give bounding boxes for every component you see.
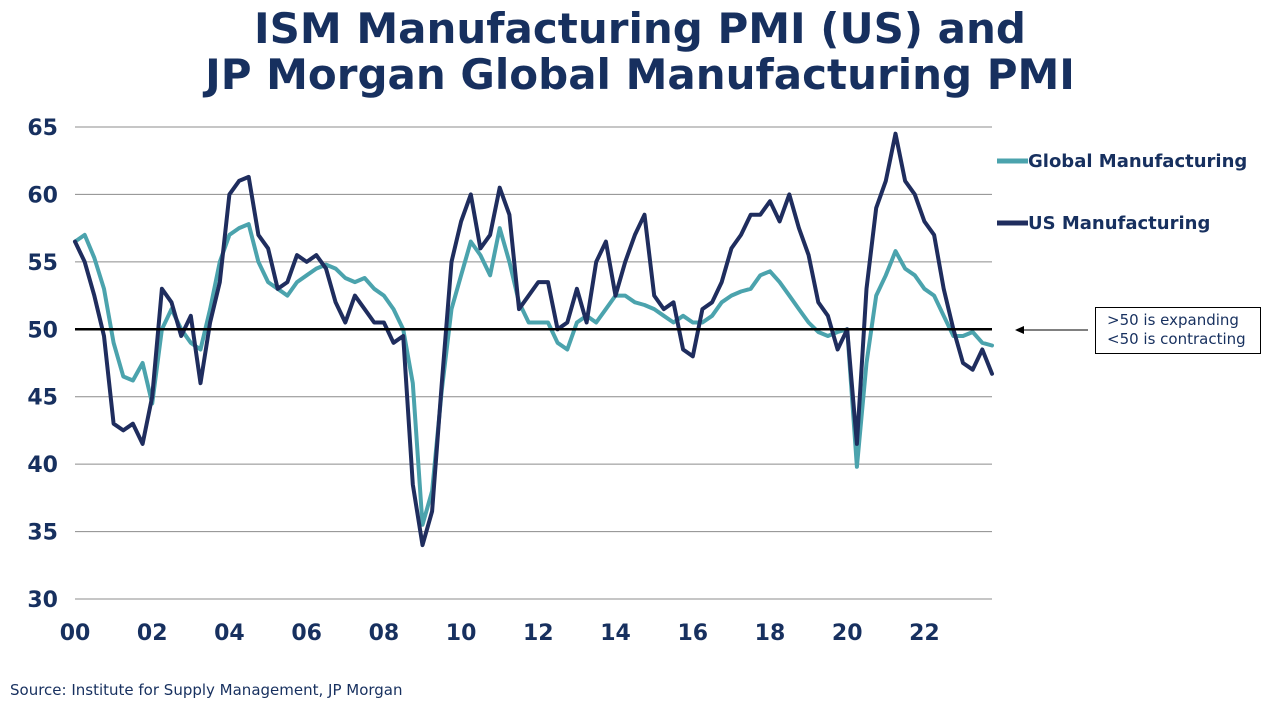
gridlines bbox=[75, 126, 992, 600]
y-tick-label: 40 bbox=[27, 453, 58, 478]
y-tick-label: 35 bbox=[27, 521, 58, 546]
x-tick-label: 06 bbox=[291, 621, 322, 646]
axes: 30 35 40 45 50 55 60 65 00 02 04 06 08 10 12 14 16 18 20 22 bbox=[27, 116, 992, 646]
chart-title: ISM Manufacturing PMI (US) and JP Morgan… bbox=[0, 6, 1270, 98]
y-tick-label: 65 bbox=[27, 116, 58, 141]
x-tick-label: 00 bbox=[60, 621, 91, 646]
x-tick-label: 08 bbox=[369, 621, 400, 646]
legend-label: Global Manufacturing bbox=[1028, 151, 1247, 172]
y-tick-label: 45 bbox=[27, 386, 58, 411]
y-tick-label: 30 bbox=[27, 588, 58, 613]
x-tick-label: 14 bbox=[600, 621, 631, 646]
x-tick-label: 22 bbox=[909, 621, 940, 646]
arrow-head-icon bbox=[1015, 326, 1024, 334]
legend: Global Manufacturing US Manufacturing bbox=[997, 151, 1247, 234]
x-tick-label: 18 bbox=[755, 621, 786, 646]
series-line-us-manufacturing bbox=[73, 131, 994, 548]
chart-title-line-1: ISM Manufacturing PMI (US) and bbox=[254, 4, 1026, 53]
x-tick-label: 04 bbox=[214, 621, 245, 646]
x-tick-label: 20 bbox=[832, 621, 863, 646]
x-tick-label: 12 bbox=[523, 621, 554, 646]
x-tick-label: 10 bbox=[446, 621, 477, 646]
series-line-global-manufacturing bbox=[73, 222, 994, 527]
series-lines bbox=[73, 131, 1088, 548]
annotation-box: >50 is expanding <50 is contracting bbox=[1095, 307, 1261, 354]
legend-label: US Manufacturing bbox=[1028, 213, 1210, 234]
chart-title-line-2: JP Morgan Global Manufacturing PMI bbox=[205, 50, 1075, 99]
x-tick-label: 02 bbox=[137, 621, 168, 646]
y-tick-label: 60 bbox=[27, 183, 58, 208]
annotation-line-1: >50 is expanding bbox=[1107, 311, 1239, 329]
y-tick-label: 55 bbox=[27, 251, 58, 276]
source-note: Source: Institute for Supply Management,… bbox=[10, 681, 403, 699]
x-tick-label: 16 bbox=[677, 621, 708, 646]
annotation-line-2: <50 is contracting bbox=[1107, 330, 1246, 348]
y-tick-label: 50 bbox=[27, 318, 58, 343]
